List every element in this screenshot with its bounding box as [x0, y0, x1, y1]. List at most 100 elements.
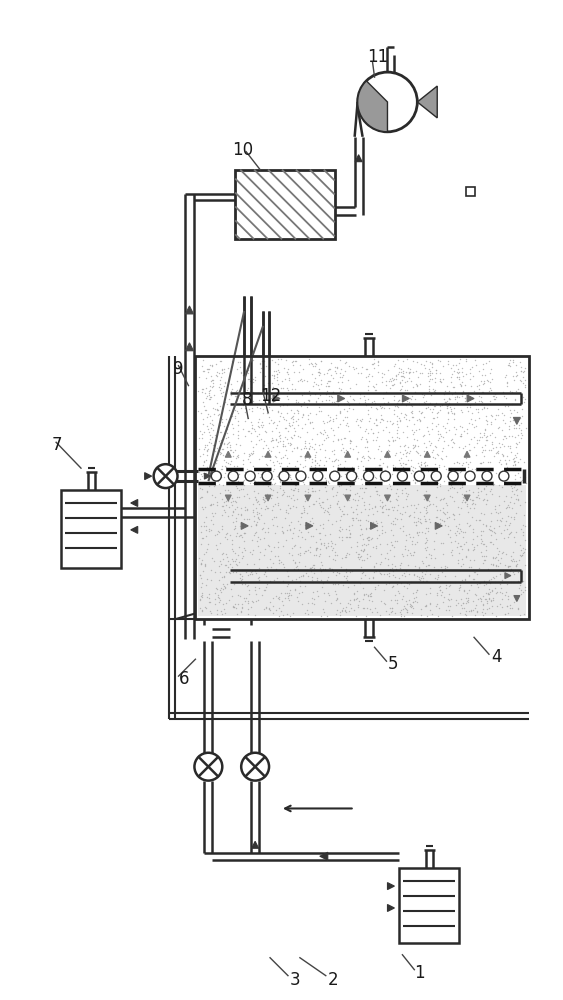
Point [230, 408, 239, 424]
Point [482, 413, 491, 429]
Point [433, 515, 442, 531]
Point [461, 494, 470, 510]
Point [293, 481, 302, 497]
Point [322, 378, 331, 394]
Point [487, 505, 496, 521]
Point [472, 566, 481, 582]
Point [504, 428, 513, 444]
Point [221, 564, 230, 580]
Point [422, 498, 431, 514]
Point [454, 389, 463, 405]
Point [491, 557, 501, 573]
Point [479, 448, 488, 464]
Point [489, 388, 498, 404]
Point [235, 482, 244, 498]
Point [328, 384, 337, 400]
Point [462, 483, 471, 499]
Point [373, 461, 382, 477]
Point [374, 353, 383, 369]
Point [207, 373, 216, 389]
Point [402, 393, 411, 409]
Point [199, 363, 208, 379]
Point [390, 371, 399, 387]
Point [432, 395, 441, 411]
Point [297, 505, 306, 521]
Point [342, 393, 351, 409]
Point [471, 394, 480, 410]
Point [419, 428, 428, 444]
Point [428, 466, 437, 482]
Point [383, 459, 392, 475]
Point [228, 514, 237, 530]
Point [351, 473, 360, 489]
Point [213, 469, 222, 485]
Point [364, 406, 373, 422]
Polygon shape [345, 495, 351, 501]
Point [349, 591, 358, 607]
Point [268, 432, 277, 448]
Point [476, 593, 485, 609]
Point [339, 430, 348, 446]
Point [224, 553, 233, 569]
Point [301, 450, 310, 466]
Point [234, 449, 243, 465]
Point [481, 496, 490, 512]
Point [450, 511, 459, 527]
Point [422, 573, 431, 589]
Point [426, 435, 435, 451]
Point [261, 423, 270, 439]
Point [473, 484, 482, 500]
Point [434, 600, 443, 616]
Point [434, 404, 443, 420]
Point [251, 396, 260, 412]
Point [267, 390, 276, 406]
Point [307, 414, 316, 430]
Point [396, 604, 405, 620]
Point [361, 361, 370, 377]
Point [494, 420, 503, 436]
Point [476, 389, 485, 405]
Point [472, 378, 481, 394]
Point [225, 484, 234, 500]
Point [353, 460, 362, 476]
Point [324, 373, 333, 389]
Point [472, 537, 481, 553]
Point [230, 596, 239, 612]
Point [381, 449, 390, 465]
Point [464, 415, 473, 431]
Point [499, 428, 508, 444]
Point [359, 484, 368, 500]
Point [283, 505, 292, 521]
Point [487, 481, 496, 497]
Point [219, 494, 228, 510]
Point [489, 388, 498, 404]
Point [294, 417, 303, 433]
Point [215, 594, 224, 610]
Point [260, 582, 269, 598]
Point [463, 421, 472, 437]
Point [313, 570, 322, 586]
Point [418, 487, 427, 503]
Point [215, 406, 224, 422]
Point [405, 592, 414, 608]
Point [502, 576, 511, 592]
Point [410, 475, 419, 491]
Point [268, 379, 277, 395]
Point [211, 505, 220, 521]
Point [520, 582, 529, 598]
Point [485, 518, 494, 534]
Point [284, 455, 293, 471]
Point [283, 578, 292, 594]
Point [292, 558, 301, 574]
Point [297, 409, 306, 425]
Point [220, 375, 229, 391]
Point [239, 481, 248, 497]
Point [491, 439, 501, 455]
Point [213, 589, 222, 605]
Point [212, 541, 221, 557]
Point [409, 431, 418, 447]
Point [448, 489, 457, 505]
Point [420, 499, 429, 515]
Point [372, 555, 381, 571]
Polygon shape [305, 495, 311, 501]
